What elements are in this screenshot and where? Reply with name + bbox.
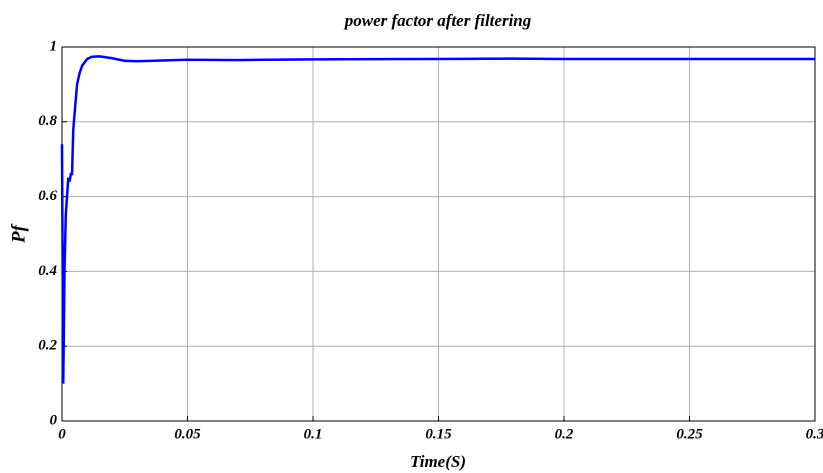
data-line	[60, 55, 815, 384]
chart-title: power factor after filtering	[343, 11, 532, 30]
x-tick-label: 0.2	[555, 426, 574, 442]
x-tick-label: 0.3	[806, 426, 823, 442]
y-axis-label: Pf	[8, 223, 29, 244]
x-tick-label: 0.05	[174, 426, 201, 442]
x-tick-label: 0	[58, 426, 66, 442]
y-tick-label: 0.2	[38, 338, 57, 354]
y-tick-label: 0.6	[38, 188, 57, 204]
x-tick-label: 0.15	[425, 426, 452, 442]
x-tick-label: 0.1	[304, 426, 323, 442]
y-tick-label: 0	[50, 412, 58, 428]
y-tick-label: 0.4	[38, 263, 57, 279]
x-axis-label: Time(S)	[410, 452, 466, 471]
x-tick-label: 0.25	[676, 426, 703, 442]
y-tick-label: 1	[50, 38, 58, 54]
y-tick-label: 0.8	[38, 113, 57, 129]
